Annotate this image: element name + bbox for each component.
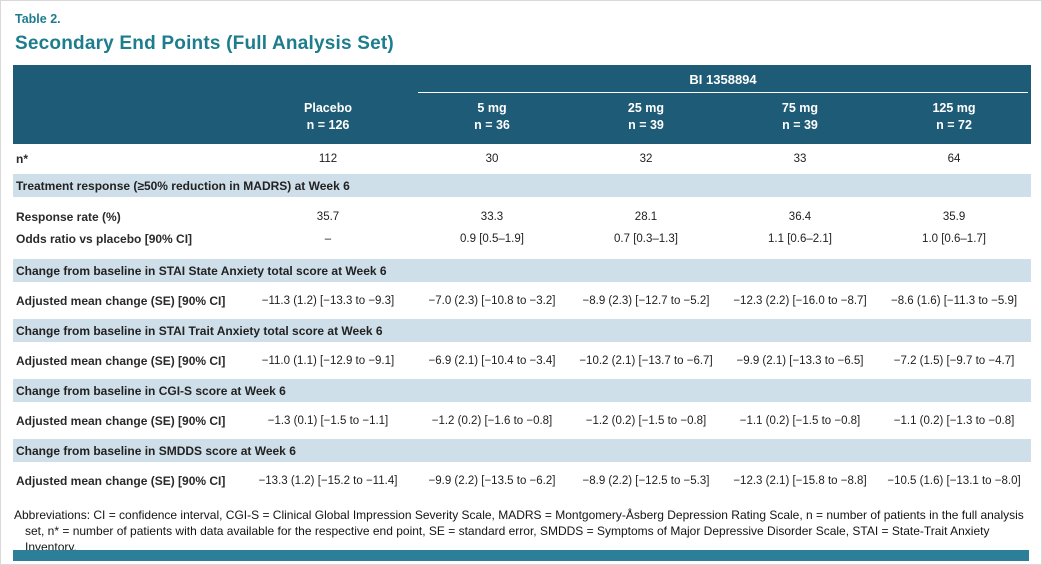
table-number-label: Table 2. — [15, 12, 61, 26]
row-label: Adjusted mean change (SE) [90% CI] — [16, 353, 226, 368]
bottom-accent-bar — [13, 550, 1029, 561]
table-row-smdds: Adjusted mean change (SE) [90% CI] −13.3… — [13, 462, 1031, 499]
value-cell: −6.9 (2.1) [−10.4 to −3.4] — [428, 354, 556, 367]
table-row-odds-ratio: Odds ratio vs placebo [90% CI] – 0.9 [0.… — [13, 228, 1031, 259]
section-heading: Treatment response (≥50% reduction in MA… — [13, 174, 1032, 197]
column-n: n = 39 — [782, 117, 818, 132]
value-cell: 36.4 — [788, 211, 812, 223]
section-heading-row: Treatment response (≥50% reduction in MA… — [13, 174, 1032, 197]
value-cell: 35.7 — [316, 211, 340, 223]
column-name: 25 mg — [627, 101, 665, 116]
section-heading-row: Change from baseline in SMDDS score at W… — [13, 439, 1032, 462]
section-heading: Change from baseline in SMDDS score at W… — [13, 439, 1032, 462]
value-cell: −8.6 (1.6) [−11.3 to −5.9] — [890, 294, 1018, 307]
row-label: n* — [16, 152, 28, 166]
value-cell: 1.1 [0.6–2.1] — [768, 233, 832, 245]
value-cell: −1.3 (0.1) [−1.5 to −1.1] — [267, 414, 389, 427]
value-cell: 1.0 [0.6–1.7] — [922, 233, 986, 245]
section-heading: Change from baseline in STAI State Anxie… — [13, 259, 1032, 282]
section-heading-row: Change from baseline in CGI-S score at W… — [13, 379, 1032, 402]
section-heading-row: Change from baseline in STAI Trait Anxie… — [13, 319, 1032, 342]
row-label: Adjusted mean change (SE) [90% CI] — [16, 473, 226, 488]
row-label: Adjusted mean change (SE) [90% CI] — [16, 293, 226, 308]
column-name: Placebo — [304, 101, 352, 116]
value-cell: −8.9 (2.3) [−12.7 to −5.2] — [582, 294, 710, 307]
row-label: Adjusted mean change (SE) [90% CI] — [16, 413, 226, 428]
value-cell: −9.9 (2.2) [−13.5 to −6.2] — [428, 474, 556, 487]
value-cell: 32 — [639, 153, 653, 165]
value-cell: 0.7 [0.3–1.3] — [614, 233, 678, 245]
table-row-cgi-s: Adjusted mean change (SE) [90% CI] −1.3 … — [13, 402, 1031, 439]
row-label-column-header — [13, 93, 241, 144]
column-header-75mg: 75 mg n = 39 — [723, 93, 877, 144]
column-n: n = 126 — [306, 117, 350, 132]
value-cell: −9.9 (2.1) [−13.3 to −6.5] — [736, 354, 864, 367]
value-cell: 0.9 [0.5–1.9] — [460, 233, 524, 245]
value-cell: −10.2 (2.1) [−13.7 to −6.7] — [579, 354, 713, 367]
value-cell: −10.5 (1.6) [−13.1 to −8.0] — [887, 474, 1021, 487]
column-name: 75 mg — [781, 101, 819, 116]
column-name: 5 mg — [477, 101, 507, 116]
section-heading-row: Change from baseline in STAI State Anxie… — [13, 259, 1032, 282]
value-cell: −11.0 (1.1) [−12.9 to −9.1] — [261, 354, 395, 367]
header-spacer — [13, 65, 415, 93]
secondary-endpoints-table: BI 1358894 Placebo n = 126 5 mg n = 36 2… — [13, 65, 1032, 499]
value-cell: −1.2 (0.2) [−1.5 to −0.8] — [585, 414, 707, 427]
section-heading: Change from baseline in CGI-S score at W… — [13, 379, 1032, 402]
table-row-n: n* 112 30 32 33 64 — [13, 144, 1031, 174]
value-cell: −1.1 (0.2) [−1.5 to −0.8] — [739, 414, 861, 427]
column-header-row: Placebo n = 126 5 mg n = 36 25 mg n = 39… — [13, 93, 1032, 144]
group-header-row: BI 1358894 — [13, 65, 1032, 93]
value-cell: −12.3 (2.1) [−15.8 to −8.8] — [733, 474, 867, 487]
value-cell: −7.0 (2.3) [−10.8 to −3.2] — [428, 294, 556, 307]
value-cell: −11.3 (1.2) [−13.3 to −9.3] — [261, 294, 395, 307]
value-cell: 28.1 — [634, 211, 658, 223]
table-row-stai-state: Adjusted mean change (SE) [90% CI] −11.3… — [13, 282, 1031, 319]
value-cell: −1.2 (0.2) [−1.6 to −0.8] — [431, 414, 553, 427]
value-cell: 35.9 — [942, 211, 966, 223]
value-cell: 64 — [947, 153, 961, 165]
column-header-125mg: 125 mg n = 72 — [877, 93, 1032, 144]
value-cell: 30 — [485, 153, 499, 165]
column-n: n = 39 — [628, 117, 664, 132]
table-row-response-rate: Response rate (%) 35.7 33.3 28.1 36.4 35… — [13, 197, 1031, 228]
value-cell: 33 — [793, 153, 807, 165]
column-header-5mg: 5 mg n = 36 — [415, 93, 569, 144]
value-cell: −8.9 (2.2) [−12.5 to −5.3] — [582, 474, 710, 487]
column-header-placebo: Placebo n = 126 — [241, 93, 415, 144]
value-cell: 112 — [318, 153, 338, 165]
value-cell: 33.3 — [480, 211, 504, 223]
abbreviations-footnote: Abbreviations: CI = confidence interval,… — [14, 508, 1024, 554]
value-cell: −12.3 (2.2) [−16.0 to −8.7] — [733, 294, 867, 307]
row-label: Odds ratio vs placebo [90% CI] — [16, 232, 193, 246]
column-header-25mg: 25 mg n = 39 — [569, 93, 723, 144]
treatment-group-header-cell: BI 1358894 — [415, 65, 1032, 93]
column-name: 125 mg — [932, 101, 976, 116]
column-n: n = 72 — [936, 117, 972, 132]
value-cell: – — [324, 233, 332, 245]
row-label: Response rate (%) — [16, 210, 121, 224]
section-heading: Change from baseline in STAI Trait Anxie… — [13, 319, 1032, 342]
value-cell: −7.2 (1.5) [−9.7 to −4.7] — [893, 354, 1015, 367]
page-title: Secondary End Points (Full Analysis Set) — [15, 33, 394, 54]
value-cell: −1.1 (0.2) [−1.3 to −0.8] — [893, 414, 1015, 427]
group-header-label: BI 1358894 — [418, 65, 1029, 93]
value-cell: −13.3 (1.2) [−15.2 to −11.4] — [258, 474, 398, 487]
table-row-stai-trait: Adjusted mean change (SE) [90% CI] −11.0… — [13, 342, 1031, 379]
column-n: n = 36 — [474, 117, 510, 132]
